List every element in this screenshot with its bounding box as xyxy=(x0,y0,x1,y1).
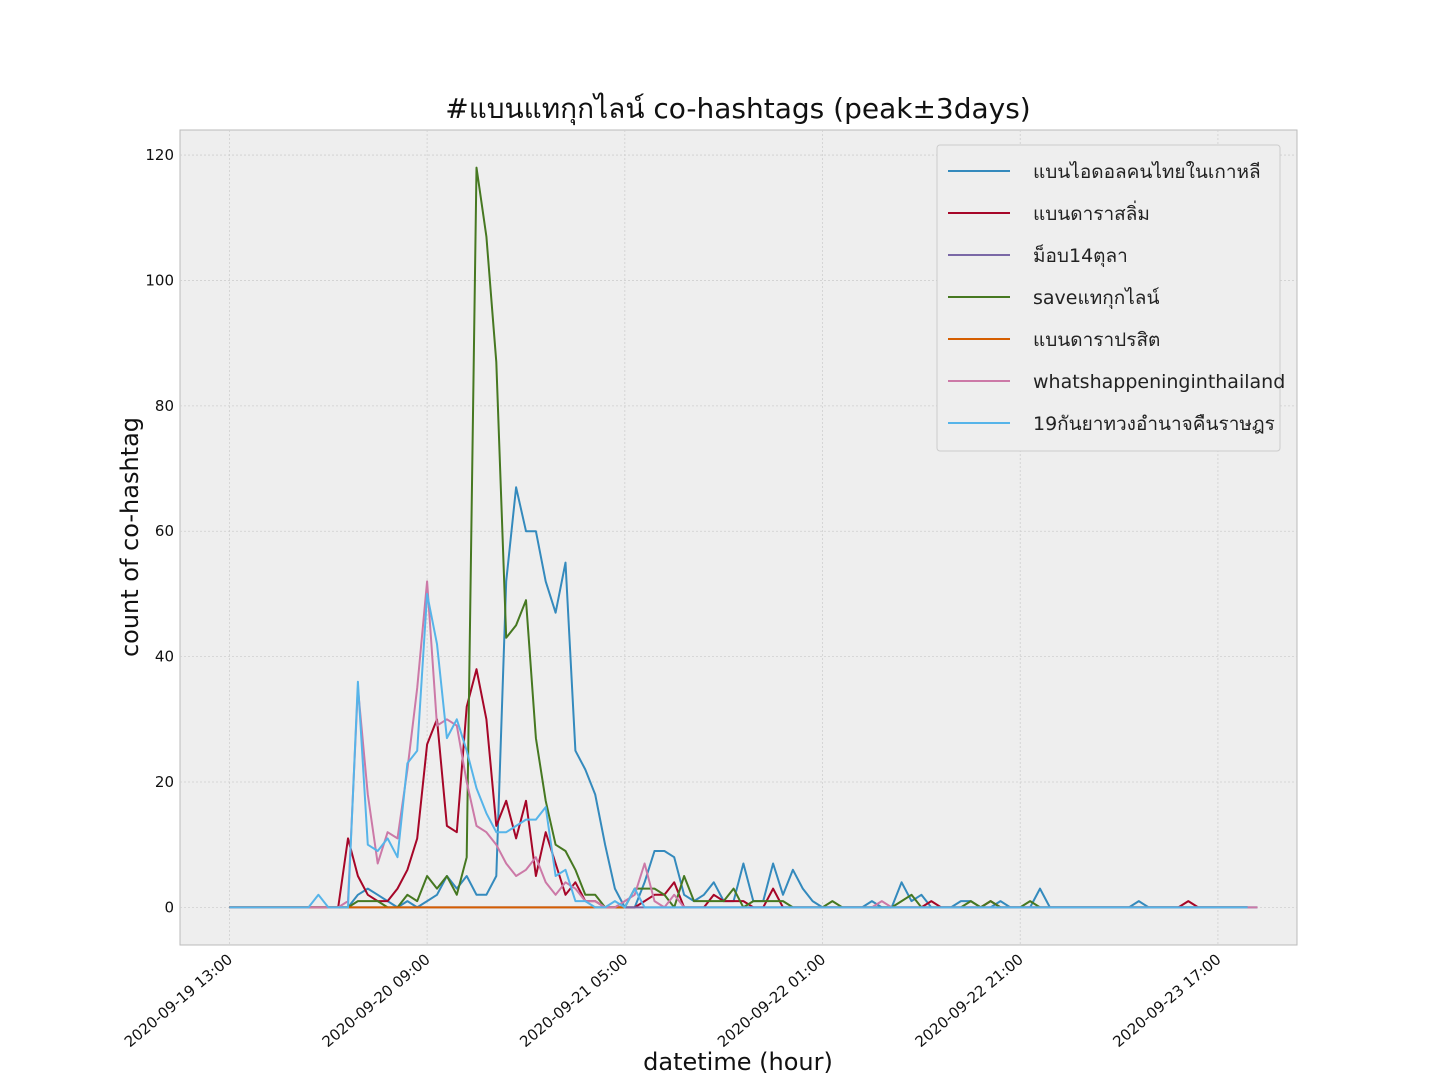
chart-title: #แบนแทกุกไลน์ co-hashtags (peak±3days) xyxy=(445,92,1030,126)
legend-label: แบนดาราปรสิต xyxy=(1033,329,1160,351)
y-tick-label: 60 xyxy=(155,522,174,540)
legend-label: แบนดาราสลิ่ม xyxy=(1033,200,1150,225)
legend-label: ม็อบ14ตุลา xyxy=(1033,243,1128,268)
x-axis-label: datetime (hour) xyxy=(643,1048,833,1076)
y-tick-label: 0 xyxy=(164,898,174,916)
y-tick-label: 80 xyxy=(155,397,174,415)
legend: แบนไอดอลคนไทยในเกาหลีแบนดาราสลิ่มม็อบ14ต… xyxy=(936,144,1285,452)
y-tick-label: 120 xyxy=(145,146,174,164)
x-tick-label: 2020-09-19 13:00 xyxy=(121,950,236,1051)
y-axis-label: count of co-hashtag xyxy=(116,417,144,657)
legend-box xyxy=(936,144,1281,452)
series-line-6 xyxy=(229,592,1248,909)
legend-label: 19กันยาทวงอำนาจคืนราษฎร xyxy=(1033,413,1275,435)
x-tick-label: 2020-09-22 21:00 xyxy=(912,950,1027,1051)
legend-label: แบนไอดอลคนไทยในเกาหลี xyxy=(1033,161,1261,183)
x-tick-label: 2020-09-20 09:00 xyxy=(319,950,434,1051)
y-tick-label: 20 xyxy=(155,773,174,791)
series-lines xyxy=(229,166,1258,909)
legend-label: whatshappeninginthailand xyxy=(1033,371,1285,393)
x-tick-label: 2020-09-21 05:00 xyxy=(516,950,631,1051)
legend-items: แบนไอดอลคนไทยในเกาหลีแบนดาราสลิ่มม็อบ14ต… xyxy=(948,161,1285,435)
x-tick-label: 2020-09-23 17:00 xyxy=(1109,950,1224,1051)
x-tick-label: 2020-09-22 01:00 xyxy=(714,950,829,1051)
y-tick-label: 40 xyxy=(155,648,174,666)
y-tick-label: 100 xyxy=(145,271,174,289)
legend-label: saveแทกุกไลน์ xyxy=(1033,287,1160,310)
